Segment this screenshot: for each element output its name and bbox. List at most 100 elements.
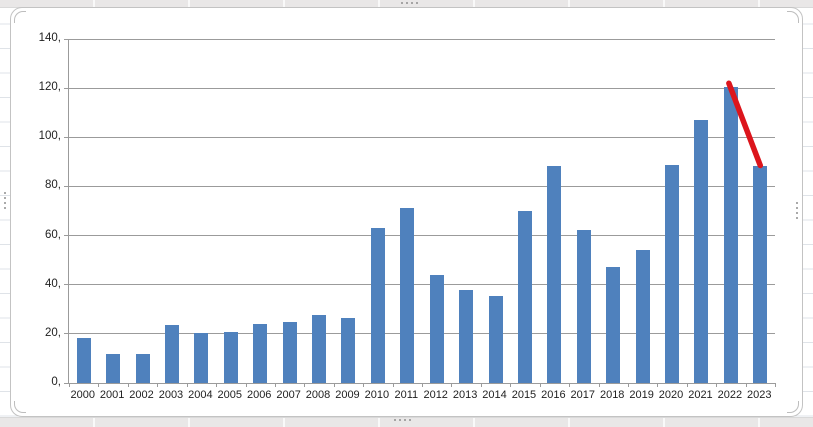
grip-dot-icon <box>796 207 798 209</box>
bar-2017[interactable] <box>576 230 591 383</box>
y-axis-tick <box>64 136 68 138</box>
bar-2010[interactable] <box>370 227 385 383</box>
y-axis-tick-label[interactable]: 40, <box>45 277 61 290</box>
x-axis-tick-label[interactable]: 2021 <box>688 389 713 401</box>
bar-2019[interactable] <box>635 249 650 383</box>
x-axis-tick <box>745 383 747 387</box>
x-axis-tick-label[interactable]: 2009 <box>335 389 360 401</box>
grip-dot-icon <box>796 202 798 204</box>
gridline <box>69 38 775 40</box>
bar-2011[interactable] <box>400 207 415 383</box>
plot-area[interactable] <box>64 38 776 387</box>
x-axis-tick-label[interactable]: 2017 <box>570 389 596 401</box>
x-axis-tick-label[interactable]: 2016 <box>541 389 566 401</box>
bar-2003[interactable] <box>164 325 179 383</box>
x-axis-tick <box>333 383 335 387</box>
bar-2020[interactable] <box>665 165 680 383</box>
bar-2004[interactable] <box>194 333 209 383</box>
selection-handle-right[interactable] <box>796 202 798 219</box>
bar-2000[interactable] <box>76 338 91 383</box>
x-axis-tick <box>451 383 453 387</box>
y-axis-tick <box>64 87 68 89</box>
spreadsheet-row-bottom[interactable] <box>0 417 813 427</box>
x-axis-tick-label[interactable]: 2020 <box>658 389 684 401</box>
x-axis-tick-label[interactable]: 2005 <box>217 389 243 401</box>
grip-dot-icon <box>4 192 6 194</box>
grip-dot-icon <box>4 197 6 199</box>
y-axis-tick-label[interactable]: 100, <box>38 130 61 143</box>
grip-dot-icon <box>404 419 406 421</box>
x-axis-tick <box>686 383 688 387</box>
x-axis-tick-label[interactable]: 2013 <box>452 389 478 401</box>
grip-dot-icon <box>4 202 6 204</box>
y-axis-labels[interactable]: 0, 20, 40, 60, 80, 100, 120, 140, <box>11 32 61 388</box>
x-axis-tick <box>539 383 541 387</box>
bar-2013[interactable] <box>459 289 474 383</box>
bar-2008[interactable] <box>312 315 327 383</box>
bar-2016[interactable] <box>547 166 562 383</box>
x-axis-tick-label[interactable]: 2001 <box>99 389 125 401</box>
y-axis-tick <box>64 235 68 237</box>
y-axis-tick-label[interactable]: 140, <box>38 32 61 44</box>
bar-2015[interactable] <box>517 211 532 383</box>
x-axis-tick-label[interactable]: 2000 <box>70 389 95 401</box>
y-axis-tick-label[interactable]: 80, <box>45 179 61 192</box>
x-axis-tick <box>775 383 776 387</box>
x-axis-tick-label[interactable]: 2015 <box>511 389 537 401</box>
selection-handle-top[interactable] <box>401 2 418 4</box>
x-axis-tick <box>627 383 629 387</box>
bar-2009[interactable] <box>341 317 356 383</box>
x-axis-tick-label[interactable]: 2011 <box>394 389 419 401</box>
x-axis-tick-label[interactable]: 2019 <box>629 389 654 401</box>
x-axis-tick-label[interactable]: 2010 <box>364 389 390 401</box>
grip-dot-icon <box>406 2 408 4</box>
gridline <box>69 333 775 335</box>
x-axis-tick-label[interactable]: 2004 <box>188 389 213 401</box>
y-axis-tick-label[interactable]: 120, <box>38 81 61 94</box>
bar-2005[interactable] <box>223 331 238 383</box>
gridline <box>69 235 775 237</box>
bar-2002[interactable] <box>135 353 150 383</box>
selection-handle-left[interactable] <box>4 192 6 209</box>
gridline <box>69 284 775 286</box>
x-axis-tick-label[interactable]: 2002 <box>129 389 154 401</box>
x-axis-labels[interactable]: 2000 2001 2002 2003 2004 2005 2006 2007 2008 2009… <box>68 389 774 405</box>
bar-2023[interactable] <box>753 165 768 383</box>
x-axis-tick-label[interactable]: 2008 <box>305 389 331 401</box>
x-axis-tick <box>392 383 394 387</box>
bar-2012[interactable] <box>429 275 444 383</box>
bar-2022[interactable] <box>723 87 738 383</box>
x-axis-tick-label[interactable]: 2003 <box>158 389 184 401</box>
bar-2014[interactable] <box>488 296 503 383</box>
chart-corner-mark <box>787 401 799 413</box>
x-axis-tick <box>422 383 423 387</box>
x-axis-tick-label[interactable]: 2023 <box>747 389 772 401</box>
bar-2021[interactable] <box>694 120 709 383</box>
x-axis-tick-label[interactable]: 2012 <box>423 389 448 401</box>
y-axis-tick <box>64 185 68 187</box>
chart-object[interactable]: 0, 20, 40, 60, 80, 100, 120, 140, 2000 2001 2002 2… <box>10 7 803 417</box>
x-axis-tick <box>363 383 365 387</box>
y-axis-tick <box>64 333 68 335</box>
selection-handle-bottom[interactable] <box>394 419 411 421</box>
x-axis-tick-label[interactable]: 2018 <box>599 389 625 401</box>
trend-annotation-line[interactable] <box>726 80 764 169</box>
y-axis-tick-label[interactable]: 20, <box>45 326 61 339</box>
x-axis-tick-label[interactable]: 2022 <box>717 389 743 401</box>
grip-dot-icon <box>401 2 403 4</box>
chart-corner-mark <box>14 401 26 413</box>
x-axis-tick <box>69 383 70 387</box>
y-axis-tick-label[interactable]: 0, <box>51 376 61 388</box>
bar-2018[interactable] <box>606 266 621 383</box>
x-axis-tick <box>569 383 571 387</box>
bar-2001[interactable] <box>106 354 121 383</box>
grip-dot-icon <box>416 2 418 4</box>
bar-2007[interactable] <box>282 321 297 383</box>
y-axis-tick-label[interactable]: 60, <box>45 228 61 241</box>
x-axis-tick-label[interactable]: 2007 <box>276 389 301 401</box>
bar-2006[interactable] <box>253 324 268 383</box>
x-axis-tick-label[interactable]: 2006 <box>246 389 272 401</box>
chart-corner-mark <box>787 11 799 23</box>
x-axis-tick <box>480 383 482 387</box>
x-axis-tick-label[interactable]: 2014 <box>482 389 507 401</box>
